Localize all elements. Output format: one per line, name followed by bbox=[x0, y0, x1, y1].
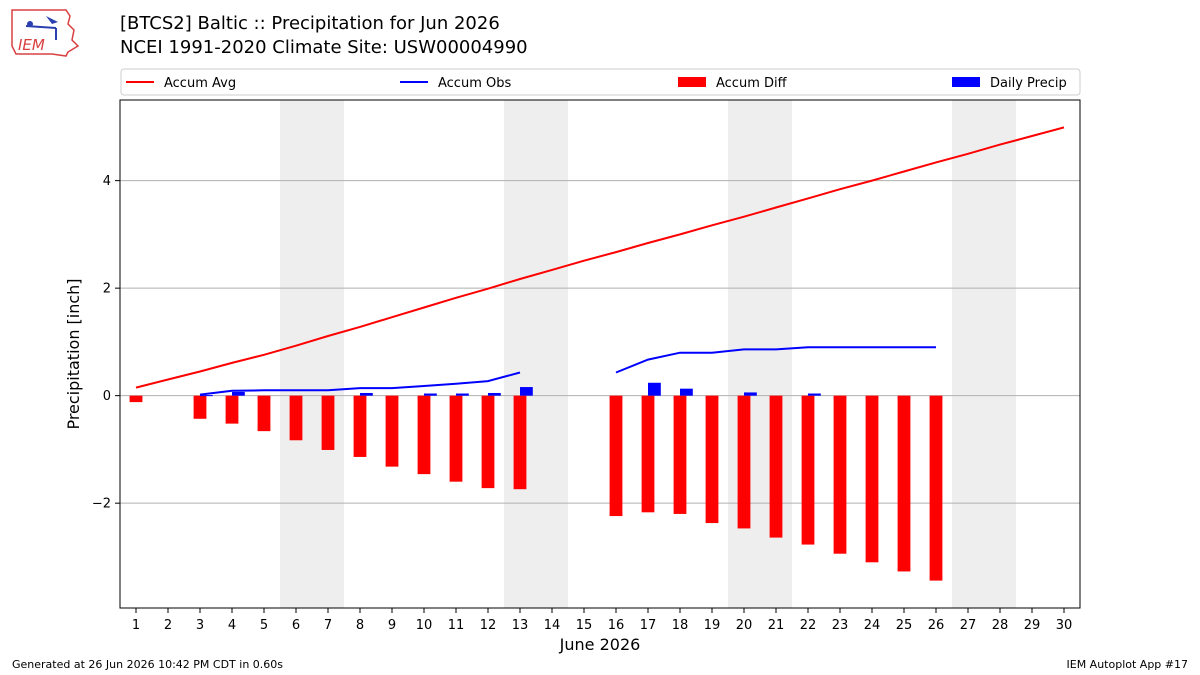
accum-avg-line bbox=[135, 126, 1065, 389]
legend-label: Accum Diff bbox=[716, 76, 788, 91]
accum-diff-bar bbox=[385, 395, 399, 467]
x-tick-label: 23 bbox=[832, 618, 849, 633]
accum-diff-bar bbox=[673, 395, 687, 514]
accum-diff-bar bbox=[833, 395, 847, 554]
x-tick-label: 29 bbox=[1024, 618, 1041, 633]
weekend-band bbox=[952, 100, 1016, 608]
x-tick-label: 22 bbox=[800, 618, 817, 633]
daily-precip-bar bbox=[520, 387, 533, 396]
x-tick-label: 17 bbox=[640, 618, 657, 633]
weekend-band bbox=[280, 100, 344, 608]
daily-precip-bar bbox=[232, 391, 245, 396]
y-tick-label: 2 bbox=[103, 282, 111, 297]
x-axis: 1 2 3 4 5 6 7 8 9 10 11 12 13 14 15 16 17 18 19 20 21 22 23 24 2… bbox=[132, 608, 1072, 633]
x-tick-label: 26 bbox=[928, 618, 945, 633]
accum-diff-bar bbox=[897, 395, 911, 572]
y-tick-label: 0 bbox=[103, 389, 111, 404]
x-tick-label: 18 bbox=[672, 618, 689, 633]
accum-diff-bar bbox=[129, 395, 143, 403]
x-tick-label: 4 bbox=[228, 618, 236, 633]
plot-frame bbox=[119, 99, 1081, 609]
x-tick-label: 2 bbox=[164, 618, 172, 633]
accum-diff-bar bbox=[737, 395, 751, 529]
accum-diff-bar bbox=[801, 395, 815, 545]
x-tick-label: 24 bbox=[864, 618, 881, 633]
daily-precip-bar bbox=[200, 395, 213, 397]
accum-diff-bar bbox=[289, 395, 303, 441]
legend-box bbox=[120, 68, 1081, 96]
accum-diff-bar bbox=[609, 395, 623, 517]
y-axis-label: Precipitation [inch] bbox=[64, 278, 83, 429]
weekend-band bbox=[504, 100, 568, 608]
generated-timestamp: Generated at 26 Jun 2026 10:42 PM CDT in… bbox=[12, 658, 284, 671]
x-tick-label: 10 bbox=[416, 618, 433, 633]
daily-precip-bar bbox=[424, 393, 437, 396]
x-tick-label: 15 bbox=[576, 618, 593, 633]
legend-label: Accum Avg bbox=[164, 76, 236, 91]
weekend-band bbox=[728, 100, 792, 608]
daily-precip-bar bbox=[456, 393, 469, 396]
accum-diff-bar bbox=[513, 395, 527, 490]
chart-title: [BTCS2] Baltic :: Precipitation for Jun … bbox=[120, 13, 500, 34]
x-tick-label: 14 bbox=[544, 618, 561, 633]
logo-text: IEM bbox=[18, 36, 45, 54]
accum-obs-line bbox=[199, 346, 936, 396]
accum-diff-bar bbox=[641, 395, 655, 513]
accum-diff-bar bbox=[449, 395, 463, 482]
legend-swatch-bar bbox=[952, 77, 980, 87]
iem-logo: IEM bbox=[11, 9, 80, 57]
bars bbox=[129, 382, 943, 581]
accum-diff-bar bbox=[321, 395, 335, 450]
x-tick-label: 25 bbox=[896, 618, 913, 633]
accum-diff-bar bbox=[929, 395, 943, 581]
accum-diff-bar bbox=[353, 395, 367, 457]
legend-label: Accum Obs bbox=[438, 76, 511, 91]
app-label: IEM Autoplot App #17 bbox=[1066, 658, 1189, 671]
x-tick-label: 3 bbox=[196, 618, 204, 633]
x-tick-label: 28 bbox=[992, 618, 1009, 633]
x-tick-label: 8 bbox=[356, 618, 364, 633]
x-tick-label: 11 bbox=[448, 618, 465, 633]
y-axis: −2 0 2 4 bbox=[92, 174, 120, 512]
x-tick-label: 19 bbox=[704, 618, 721, 633]
legend: Accum Avg Accum Obs Accum Diff Daily Precip bbox=[120, 68, 1081, 96]
daily-precip-bar bbox=[744, 392, 757, 396]
grid-lines bbox=[120, 180, 1080, 504]
daily-precip-bar bbox=[680, 388, 693, 396]
x-tick-label: 9 bbox=[388, 618, 396, 633]
accum-diff-bar bbox=[417, 395, 431, 475]
x-tick-label: 16 bbox=[608, 618, 625, 633]
x-tick-label: 20 bbox=[736, 618, 753, 633]
x-tick-label: 27 bbox=[960, 618, 977, 633]
daily-precip-bar bbox=[808, 393, 821, 396]
x-tick-label: 13 bbox=[512, 618, 529, 633]
x-tick-label: 12 bbox=[480, 618, 497, 633]
accum-diff-bar bbox=[225, 395, 239, 424]
x-tick-label: 6 bbox=[292, 618, 300, 633]
daily-precip-bar bbox=[488, 392, 501, 396]
x-tick-label: 1 bbox=[132, 618, 140, 633]
y-tick-label: −2 bbox=[92, 497, 111, 512]
x-tick-label: 30 bbox=[1056, 618, 1073, 633]
chart-subtitle: NCEI 1991-2020 Climate Site: USW00004990 bbox=[120, 37, 528, 58]
accum-diff-bar bbox=[193, 395, 207, 419]
daily-precip-bar bbox=[360, 392, 373, 396]
x-tick-label: 7 bbox=[324, 618, 332, 633]
accum-diff-bar bbox=[865, 395, 879, 563]
accum-diff-bar bbox=[481, 395, 495, 489]
accum-diff-bar bbox=[257, 395, 271, 432]
x-tick-label: 5 bbox=[260, 618, 268, 633]
accum-diff-bar bbox=[769, 395, 783, 538]
legend-swatch-bar bbox=[678, 77, 706, 87]
accum-diff-bar bbox=[705, 395, 719, 524]
legend-label: Daily Precip bbox=[990, 76, 1067, 91]
daily-precip-bar bbox=[648, 382, 661, 396]
x-axis-label: June 2026 bbox=[559, 635, 641, 654]
x-tick-label: 21 bbox=[768, 618, 785, 633]
lines bbox=[135, 126, 1065, 396]
y-tick-label: 4 bbox=[103, 174, 111, 189]
